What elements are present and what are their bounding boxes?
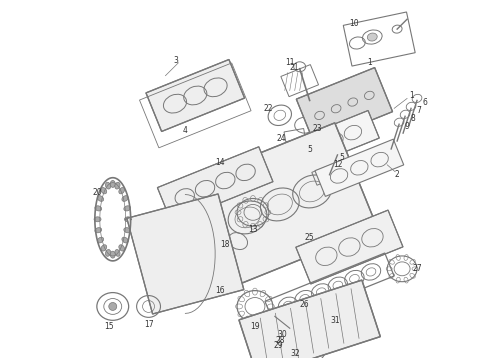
Text: 22: 22: [263, 104, 272, 113]
Ellipse shape: [115, 182, 120, 189]
Text: 3: 3: [173, 56, 178, 65]
Text: 24: 24: [277, 134, 287, 143]
Text: 1: 1: [410, 91, 415, 100]
Polygon shape: [127, 194, 244, 314]
Polygon shape: [315, 139, 404, 197]
Text: 21: 21: [290, 63, 299, 72]
Ellipse shape: [124, 206, 131, 211]
Text: 29: 29: [273, 341, 283, 350]
Text: 4: 4: [183, 126, 188, 135]
Text: 27: 27: [412, 264, 422, 273]
Ellipse shape: [101, 188, 107, 194]
Text: 28: 28: [275, 336, 285, 345]
Ellipse shape: [95, 206, 102, 211]
Text: 12: 12: [333, 160, 342, 169]
Text: 7: 7: [416, 106, 421, 115]
Ellipse shape: [124, 228, 131, 233]
Text: 26: 26: [300, 300, 310, 309]
Ellipse shape: [98, 195, 103, 201]
Text: 9: 9: [405, 122, 410, 131]
Ellipse shape: [105, 249, 111, 256]
Polygon shape: [239, 280, 380, 360]
Ellipse shape: [109, 302, 117, 310]
Ellipse shape: [308, 321, 321, 335]
Text: 8: 8: [411, 114, 416, 123]
Ellipse shape: [122, 237, 128, 243]
Text: 31: 31: [331, 316, 340, 325]
Ellipse shape: [119, 188, 124, 194]
Ellipse shape: [105, 182, 111, 189]
Polygon shape: [146, 59, 245, 131]
Text: 5: 5: [339, 153, 344, 162]
Ellipse shape: [110, 180, 115, 188]
Ellipse shape: [124, 217, 131, 222]
Text: 25: 25: [305, 233, 315, 242]
Text: 23: 23: [313, 124, 322, 133]
Ellipse shape: [115, 249, 120, 256]
Ellipse shape: [119, 245, 124, 251]
Text: 32: 32: [291, 348, 300, 357]
Text: 16: 16: [215, 286, 225, 295]
Polygon shape: [192, 123, 378, 286]
Text: 1: 1: [367, 58, 372, 67]
Text: 14: 14: [215, 158, 225, 167]
Text: 15: 15: [104, 322, 114, 331]
Text: 5: 5: [307, 145, 312, 154]
Text: 6: 6: [422, 98, 427, 107]
Ellipse shape: [122, 195, 128, 201]
Text: 13: 13: [248, 225, 258, 234]
Text: 10: 10: [349, 19, 359, 28]
Ellipse shape: [368, 33, 377, 41]
Polygon shape: [296, 68, 392, 143]
Ellipse shape: [110, 251, 115, 258]
Polygon shape: [296, 210, 403, 284]
Text: 2: 2: [395, 170, 399, 179]
Text: 11: 11: [285, 58, 294, 67]
Polygon shape: [290, 111, 379, 170]
Text: 19: 19: [250, 322, 260, 331]
Ellipse shape: [94, 217, 101, 222]
Text: 18: 18: [220, 239, 230, 248]
Text: 17: 17: [144, 320, 153, 329]
Polygon shape: [157, 147, 273, 222]
Ellipse shape: [95, 228, 102, 233]
Ellipse shape: [98, 237, 103, 243]
Ellipse shape: [101, 245, 107, 251]
Text: 30: 30: [277, 330, 287, 339]
Text: 20: 20: [92, 188, 101, 197]
